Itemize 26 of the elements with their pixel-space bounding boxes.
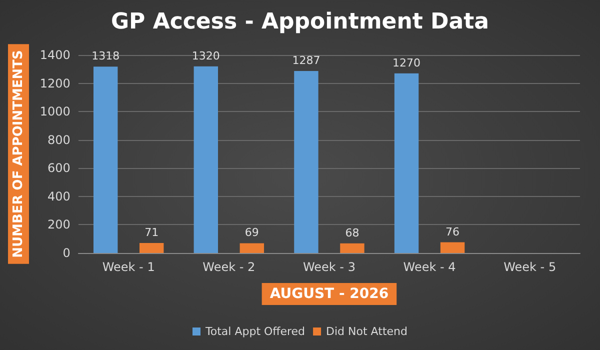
y-tick-label: 1200 [40, 76, 70, 90]
data-label: 1318 [92, 50, 120, 63]
data-label: 1270 [392, 56, 421, 70]
data-label: 68 [345, 226, 360, 240]
y-tick-label: 600 [48, 161, 70, 176]
y-tick-label: 200 [48, 218, 70, 232]
x-tick-label: Week - 1 [102, 260, 155, 274]
y-tick-label: 1000 [40, 104, 70, 119]
data-label: 1287 [292, 54, 320, 67]
x-tick-label: Week - 2 [202, 260, 256, 274]
x-tick-label: Week - 3 [302, 260, 356, 274]
data-label: 69 [244, 226, 259, 240]
y-axis-title: NUMBER OF APPOINTMENTS [11, 50, 26, 258]
chart-title: GP Access - Appointment Data [110, 10, 490, 34]
legend-label: Total Appt Offered [204, 325, 306, 338]
y-tick-label: 800 [48, 132, 70, 147]
x-tick-label: Week - 5 [504, 260, 556, 274]
legend-label: Did Not Attend [326, 325, 408, 338]
y-tick-label: 1400 [40, 48, 70, 62]
data-label: 1320 [192, 49, 220, 62]
y-tick-label: 0 [62, 246, 70, 260]
x-axis-title: AUGUST - 2026 [270, 286, 389, 302]
data-label: 76 [446, 225, 460, 238]
y-tick-label: 400 [48, 189, 70, 204]
x-tick-label: Week - 4 [403, 260, 456, 274]
data-label: 71 [144, 226, 159, 239]
